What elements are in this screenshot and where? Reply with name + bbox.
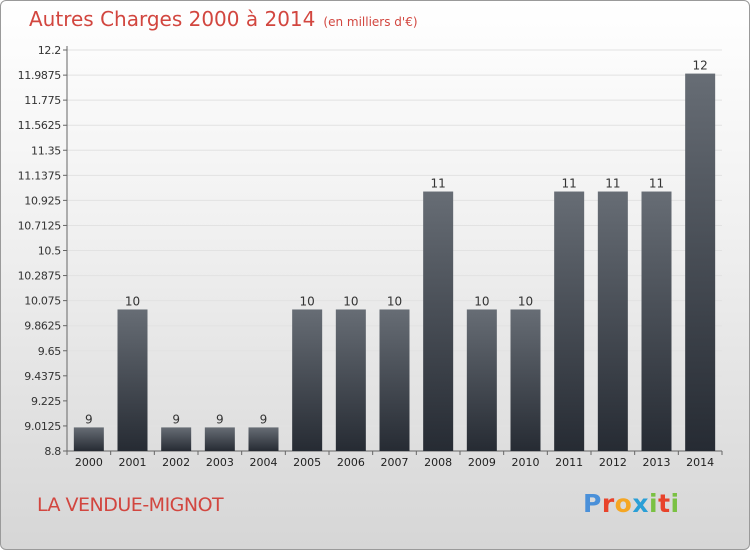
chart-unit: (en milliers d'€) bbox=[323, 15, 418, 29]
x-tick-label: 2013 bbox=[643, 456, 671, 469]
y-tick-label: 11.1375 bbox=[18, 169, 62, 182]
logo-letter: i bbox=[649, 489, 659, 518]
x-tick-label: 2003 bbox=[206, 456, 234, 469]
data-label: 10 bbox=[387, 294, 402, 308]
y-tick-label: 9.8625 bbox=[24, 320, 61, 333]
y-tick-label: 10.7125 bbox=[18, 219, 62, 232]
data-label: 10 bbox=[343, 294, 358, 308]
bars bbox=[73, 73, 716, 452]
bar bbox=[248, 427, 279, 451]
bar bbox=[204, 427, 235, 451]
data-label: 10 bbox=[474, 294, 489, 308]
y-tick-label: 9.65 bbox=[38, 345, 62, 358]
bar bbox=[554, 191, 585, 451]
bar bbox=[73, 427, 104, 451]
x-tick-label: 2010 bbox=[512, 456, 540, 469]
bar bbox=[117, 309, 148, 451]
x-tick-label: 2006 bbox=[337, 456, 365, 469]
x-tick-label: 2008 bbox=[424, 456, 452, 469]
x-tick-label: 2000 bbox=[75, 456, 103, 469]
data-label: 11 bbox=[431, 177, 446, 191]
bar bbox=[685, 73, 716, 452]
bar bbox=[510, 309, 541, 451]
x-tick-label: 2001 bbox=[119, 456, 147, 469]
y-tick-label: 11.5625 bbox=[18, 119, 62, 132]
x-tick-label: 2005 bbox=[293, 456, 321, 469]
y-tick-label: 10.925 bbox=[24, 194, 61, 207]
y-tick-label: 9.0125 bbox=[24, 420, 61, 433]
data-label: 12 bbox=[693, 59, 708, 73]
data-label: 9 bbox=[85, 412, 93, 426]
data-label: 11 bbox=[562, 177, 577, 191]
logo-letter: r bbox=[601, 489, 615, 518]
y-tick-label: 11.35 bbox=[31, 144, 61, 157]
data-label: 11 bbox=[605, 177, 620, 191]
bar bbox=[466, 309, 497, 451]
x-tick-label: 2014 bbox=[686, 456, 714, 469]
bar bbox=[161, 427, 192, 451]
y-tick-label: 10.5 bbox=[38, 245, 62, 258]
commune-name: LA VENDUE-MIGNOT bbox=[37, 494, 224, 516]
logo-letter: P bbox=[583, 489, 602, 518]
x-tick-label: 2004 bbox=[250, 456, 278, 469]
y-tick-label: 11.775 bbox=[24, 94, 61, 107]
bar bbox=[641, 191, 672, 451]
chart-title-text: Autres Charges 2000 à 2014 bbox=[29, 7, 316, 31]
data-label: 10 bbox=[300, 294, 315, 308]
bar bbox=[335, 309, 366, 451]
y-tick-label: 11.9875 bbox=[18, 69, 62, 82]
logo-letter: x bbox=[632, 489, 649, 518]
x-tick-label: 2011 bbox=[555, 456, 583, 469]
data-label: 10 bbox=[125, 294, 140, 308]
chart-title: Autres Charges 2000 à 2014 (en milliers d… bbox=[29, 7, 418, 31]
logo-letter: o bbox=[614, 489, 633, 518]
proxiti-logo[interactable]: Proxiti bbox=[583, 489, 680, 518]
logo-letter: i bbox=[670, 489, 680, 518]
y-tick-label: 10.075 bbox=[24, 295, 61, 308]
bar bbox=[423, 191, 454, 451]
x-tick-label: 2002 bbox=[162, 456, 190, 469]
x-tick-label: 2009 bbox=[468, 456, 496, 469]
data-label: 11 bbox=[649, 177, 664, 191]
x-tick-label: 2012 bbox=[599, 456, 627, 469]
y-tick-label: 12.2 bbox=[38, 44, 61, 57]
logo-letter: t bbox=[658, 489, 671, 518]
x-tick-label: 2007 bbox=[381, 456, 409, 469]
bar bbox=[597, 191, 628, 451]
data-label: 9 bbox=[216, 412, 224, 426]
data-label: 9 bbox=[260, 412, 268, 426]
y-tick-label: 10.2875 bbox=[18, 270, 62, 283]
y-tick-label: 8.8 bbox=[44, 445, 61, 458]
data-label: 10 bbox=[518, 294, 533, 308]
y-tick-label: 9.225 bbox=[31, 395, 61, 408]
y-tick-label: 9.4375 bbox=[24, 370, 61, 383]
data-label: 9 bbox=[172, 412, 180, 426]
bar bbox=[292, 309, 323, 451]
labels: 8.8 9.0125 9.225 9.4375 9.65 9.8625 10.075 10.2… bbox=[18, 44, 715, 469]
bar bbox=[379, 309, 410, 451]
